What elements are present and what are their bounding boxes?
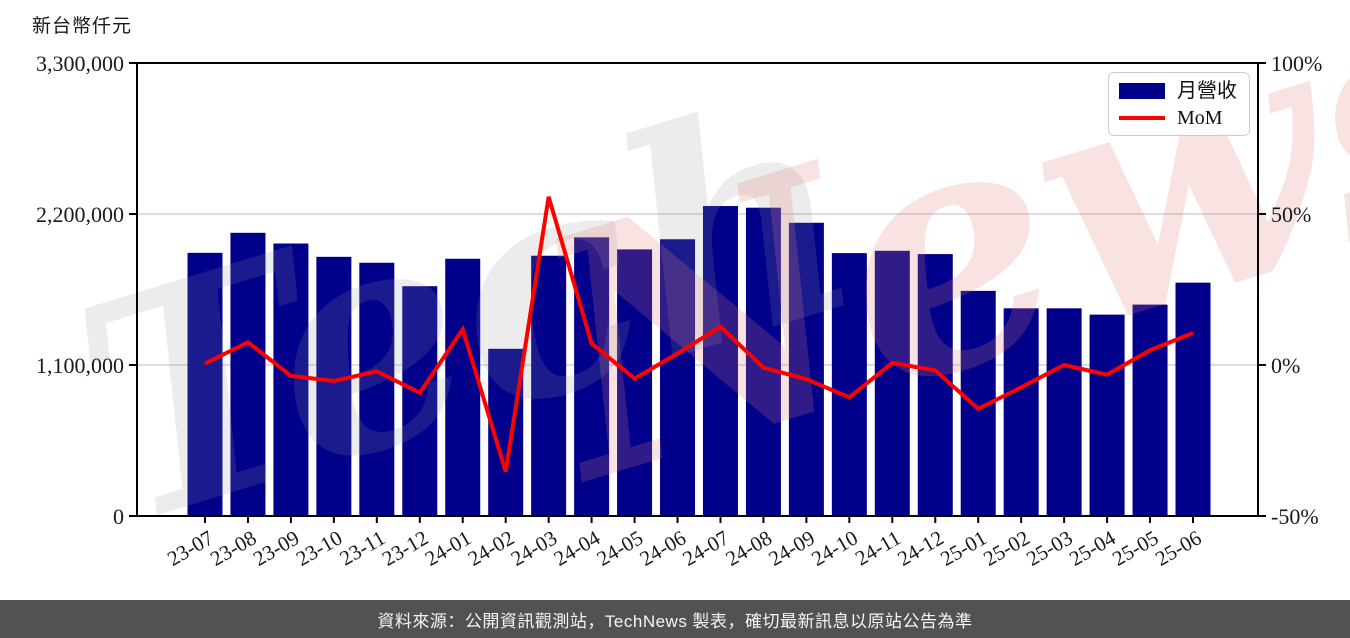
footer-source-bar: 資料來源：公開資訊觀測站，TechNews 製表，確切最新訊息以原站公告為準 [0,600,1350,638]
y-left-tick-label: 1,100,000 [36,353,124,378]
bar-24-01 [445,258,481,516]
footer-source-note: 資料來源：公開資訊觀測站，TechNews 製表，確切最新訊息以原站公告為準 [377,611,973,631]
bar-23-10 [316,256,352,516]
bar-25-06 [1175,282,1211,516]
bar-24-09 [788,222,824,516]
legend-item-revenue: 月營收 [1119,81,1239,101]
bar-24-10 [831,253,867,516]
y-axis-unit-label: 新台幣仟元 [32,16,133,37]
y-left-tick-label: 2,200,000 [36,202,124,227]
bar-23-11 [359,262,395,516]
bar-23-09 [273,243,309,516]
bar-24-12 [917,254,953,517]
legend-bar-swatch [1119,82,1165,99]
bar-24-07 [702,206,738,516]
mom-line [204,196,1194,473]
bar-24-11 [874,250,910,516]
bar-23-07 [187,252,223,516]
legend-line-swatch [1119,115,1165,120]
bar-25-02 [1003,308,1039,516]
legend-line-label: MoM [1177,106,1223,129]
y-right-tick-label: 100% [1271,51,1322,76]
chart-plot: TechNews01,100,0002,200,0003,300,000-50%… [36,0,1350,593]
plot-border [136,62,1259,517]
y-left-tick-label: 3,300,000 [36,51,124,76]
bar-23-08 [230,232,266,516]
bar-24-03 [531,255,567,517]
bar-24-06 [660,239,696,516]
y-right-tick-label: -50% [1271,504,1319,529]
x-tick-label: 25-06 [1151,526,1205,571]
y-left-tick-label: 0 [113,504,124,529]
bar-24-08 [745,207,781,516]
bar-25-04 [1089,314,1125,516]
bar-25-03 [1046,308,1082,516]
bar-24-04 [574,237,610,516]
legend-item-mom: MoM [1119,108,1239,128]
bar-24-05 [617,249,653,516]
y-right-tick-label: 0% [1271,353,1300,378]
y-right-tick-label: 50% [1271,202,1311,227]
bar-25-05 [1132,304,1168,516]
bar-23-12 [402,286,438,516]
legend: 月營收 MoM [1108,72,1250,136]
legend-bar-label: 月營收 [1177,79,1237,102]
